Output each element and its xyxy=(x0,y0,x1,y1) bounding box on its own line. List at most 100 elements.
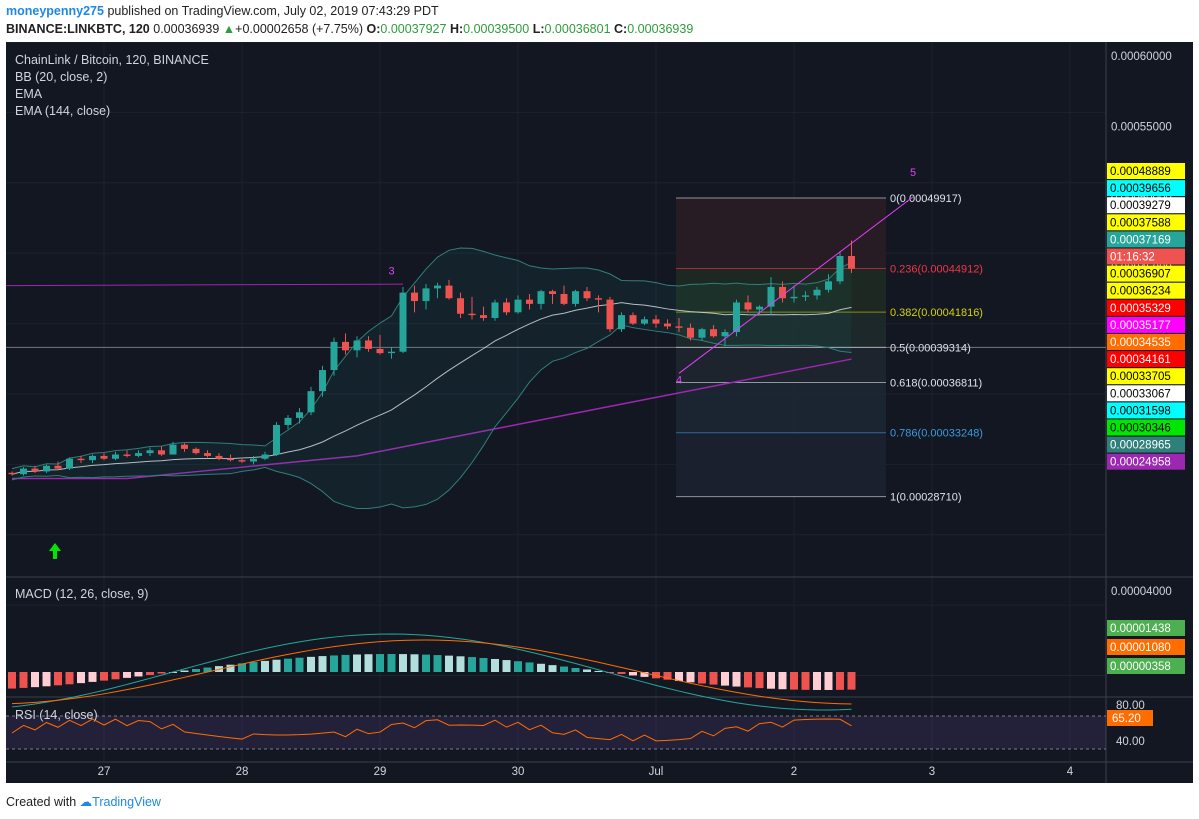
price-tag-label: 01:16:32 xyxy=(1110,252,1155,264)
candle-body xyxy=(434,285,441,289)
rsi-y-tick: 80.00 xyxy=(1116,700,1145,712)
candle-body xyxy=(215,455,223,459)
price-tag-label: 0.00030346 xyxy=(1110,423,1171,435)
rsi-band xyxy=(6,716,1106,749)
chart-title: ChainLink / Bitcoin, 120, BINANCE xyxy=(15,53,209,67)
macd-histogram-bar xyxy=(479,657,488,672)
macd-histogram-bar xyxy=(433,655,442,672)
wave-label: 4 xyxy=(676,374,682,386)
last-price: 0.00036939 xyxy=(153,22,220,36)
candle-body xyxy=(169,444,177,455)
candle-body xyxy=(66,458,73,469)
candle-body xyxy=(836,256,844,282)
x-tick-label: 3 xyxy=(929,766,935,778)
price-tag-label: 0.00036907 xyxy=(1110,269,1171,281)
candle-body xyxy=(629,315,637,324)
x-tick-label: 30 xyxy=(512,766,525,778)
trend-line xyxy=(6,283,404,287)
macd-histogram-bar xyxy=(376,654,384,672)
high-label: H: xyxy=(449,22,464,36)
macd-histogram-bar xyxy=(468,657,476,672)
candle-body xyxy=(825,281,832,290)
macd-histogram-bar xyxy=(686,672,695,683)
candle-body xyxy=(537,291,545,304)
low-label: L: xyxy=(532,22,545,36)
price-tag-label: 0.00039656 xyxy=(1110,183,1171,195)
price-tag xyxy=(1107,368,1185,385)
macd-histogram-bar xyxy=(146,672,154,675)
candle-body xyxy=(43,465,50,472)
price-tag xyxy=(1107,163,1185,179)
rsi-y-tick: 40.00 xyxy=(1116,736,1145,748)
macd-histogram-bar xyxy=(491,658,499,672)
candle-body xyxy=(112,454,119,459)
price-tag xyxy=(1107,385,1185,402)
candle-body xyxy=(388,351,395,354)
macd-histogram-bar xyxy=(54,672,62,686)
low-value: 0.00036801 xyxy=(544,22,611,36)
macd-histogram-bar xyxy=(341,654,350,672)
candle-body xyxy=(158,450,165,455)
indicator-label: EMA xyxy=(15,87,43,101)
x-tick-label: Jul xyxy=(649,766,664,778)
candle-body xyxy=(399,292,407,352)
candle-body xyxy=(606,299,614,330)
chart-canvas[interactable]: 0(0.00049917) 0.236(0.00044912) 0.382(0.00… xyxy=(6,42,1193,783)
fib-level-label: 0.236(0.00044912) xyxy=(890,264,983,276)
candle-body xyxy=(641,319,648,324)
macd-tag xyxy=(1107,658,1185,674)
macd-tag xyxy=(1107,620,1185,636)
x-tick-label: 4 xyxy=(1067,766,1074,778)
macd-histogram-bar xyxy=(721,672,729,686)
price-tag-label: 0.00028965 xyxy=(1110,440,1171,452)
macd-tag-label: 0.00000358 xyxy=(1110,661,1171,673)
macd-histogram-bar xyxy=(249,662,258,672)
price-tag xyxy=(1107,453,1185,470)
wave-label: 3 xyxy=(388,265,394,277)
candle-body xyxy=(526,299,533,304)
wave-label: 5 xyxy=(910,167,916,179)
macd-histogram-bar xyxy=(295,657,304,672)
macd-histogram-bar xyxy=(261,660,269,672)
candle-body xyxy=(250,458,257,462)
candle-body xyxy=(123,454,131,456)
macd-histogram-bar xyxy=(203,667,212,672)
rsi-line xyxy=(11,718,852,742)
macd-histogram-bar xyxy=(42,672,51,687)
author-link[interactable]: moneypenny275 xyxy=(6,4,104,18)
price-tag-label: 0.00037169 xyxy=(1110,234,1171,246)
candle-body xyxy=(790,296,798,299)
fib-level-label: 0(0.00049917) xyxy=(890,193,962,205)
fib-zone xyxy=(676,347,886,383)
price-tag-label: 0.00033705 xyxy=(1110,371,1171,383)
symbol-label: BINANCE:LINKBTC, 120 xyxy=(6,22,150,36)
macd-histogram-bar xyxy=(744,672,752,688)
macd-histogram-bar xyxy=(238,663,246,672)
rsi-tag xyxy=(1107,710,1153,726)
up-arrow-icon: ▲ xyxy=(222,22,236,36)
buy-arrow-icon xyxy=(49,543,61,559)
macd-histogram-bar xyxy=(502,660,511,672)
macd-histogram-bar xyxy=(180,670,189,672)
open-value: 0.00037927 xyxy=(380,22,447,36)
x-tick-label: 2 xyxy=(791,766,797,778)
macd-tag-label: 0.00001080 xyxy=(1110,642,1171,654)
fib-level-label: 1(0.00028710) xyxy=(890,492,962,504)
macd-histogram-bar xyxy=(548,665,557,672)
tradingview-brand[interactable]: TradingView xyxy=(92,795,161,809)
macd-histogram-bar xyxy=(583,669,591,672)
price-tag-label: 0.00024958 xyxy=(1110,457,1171,469)
candle-body xyxy=(238,460,246,462)
candle-body xyxy=(20,468,27,475)
candle-body xyxy=(77,458,85,461)
rsi-label: RSI (14, close) xyxy=(15,708,98,722)
price-tag xyxy=(1107,351,1185,368)
macd-histogram-bar xyxy=(790,672,798,690)
macd-histogram-bar xyxy=(594,670,603,672)
candle-body xyxy=(848,256,855,269)
macd-histogram-bar xyxy=(330,655,338,672)
macd-histogram-bar xyxy=(675,672,683,682)
macd-histogram-bar xyxy=(514,661,522,672)
macd-histogram-bar xyxy=(318,656,327,672)
fib-zone xyxy=(676,382,886,433)
